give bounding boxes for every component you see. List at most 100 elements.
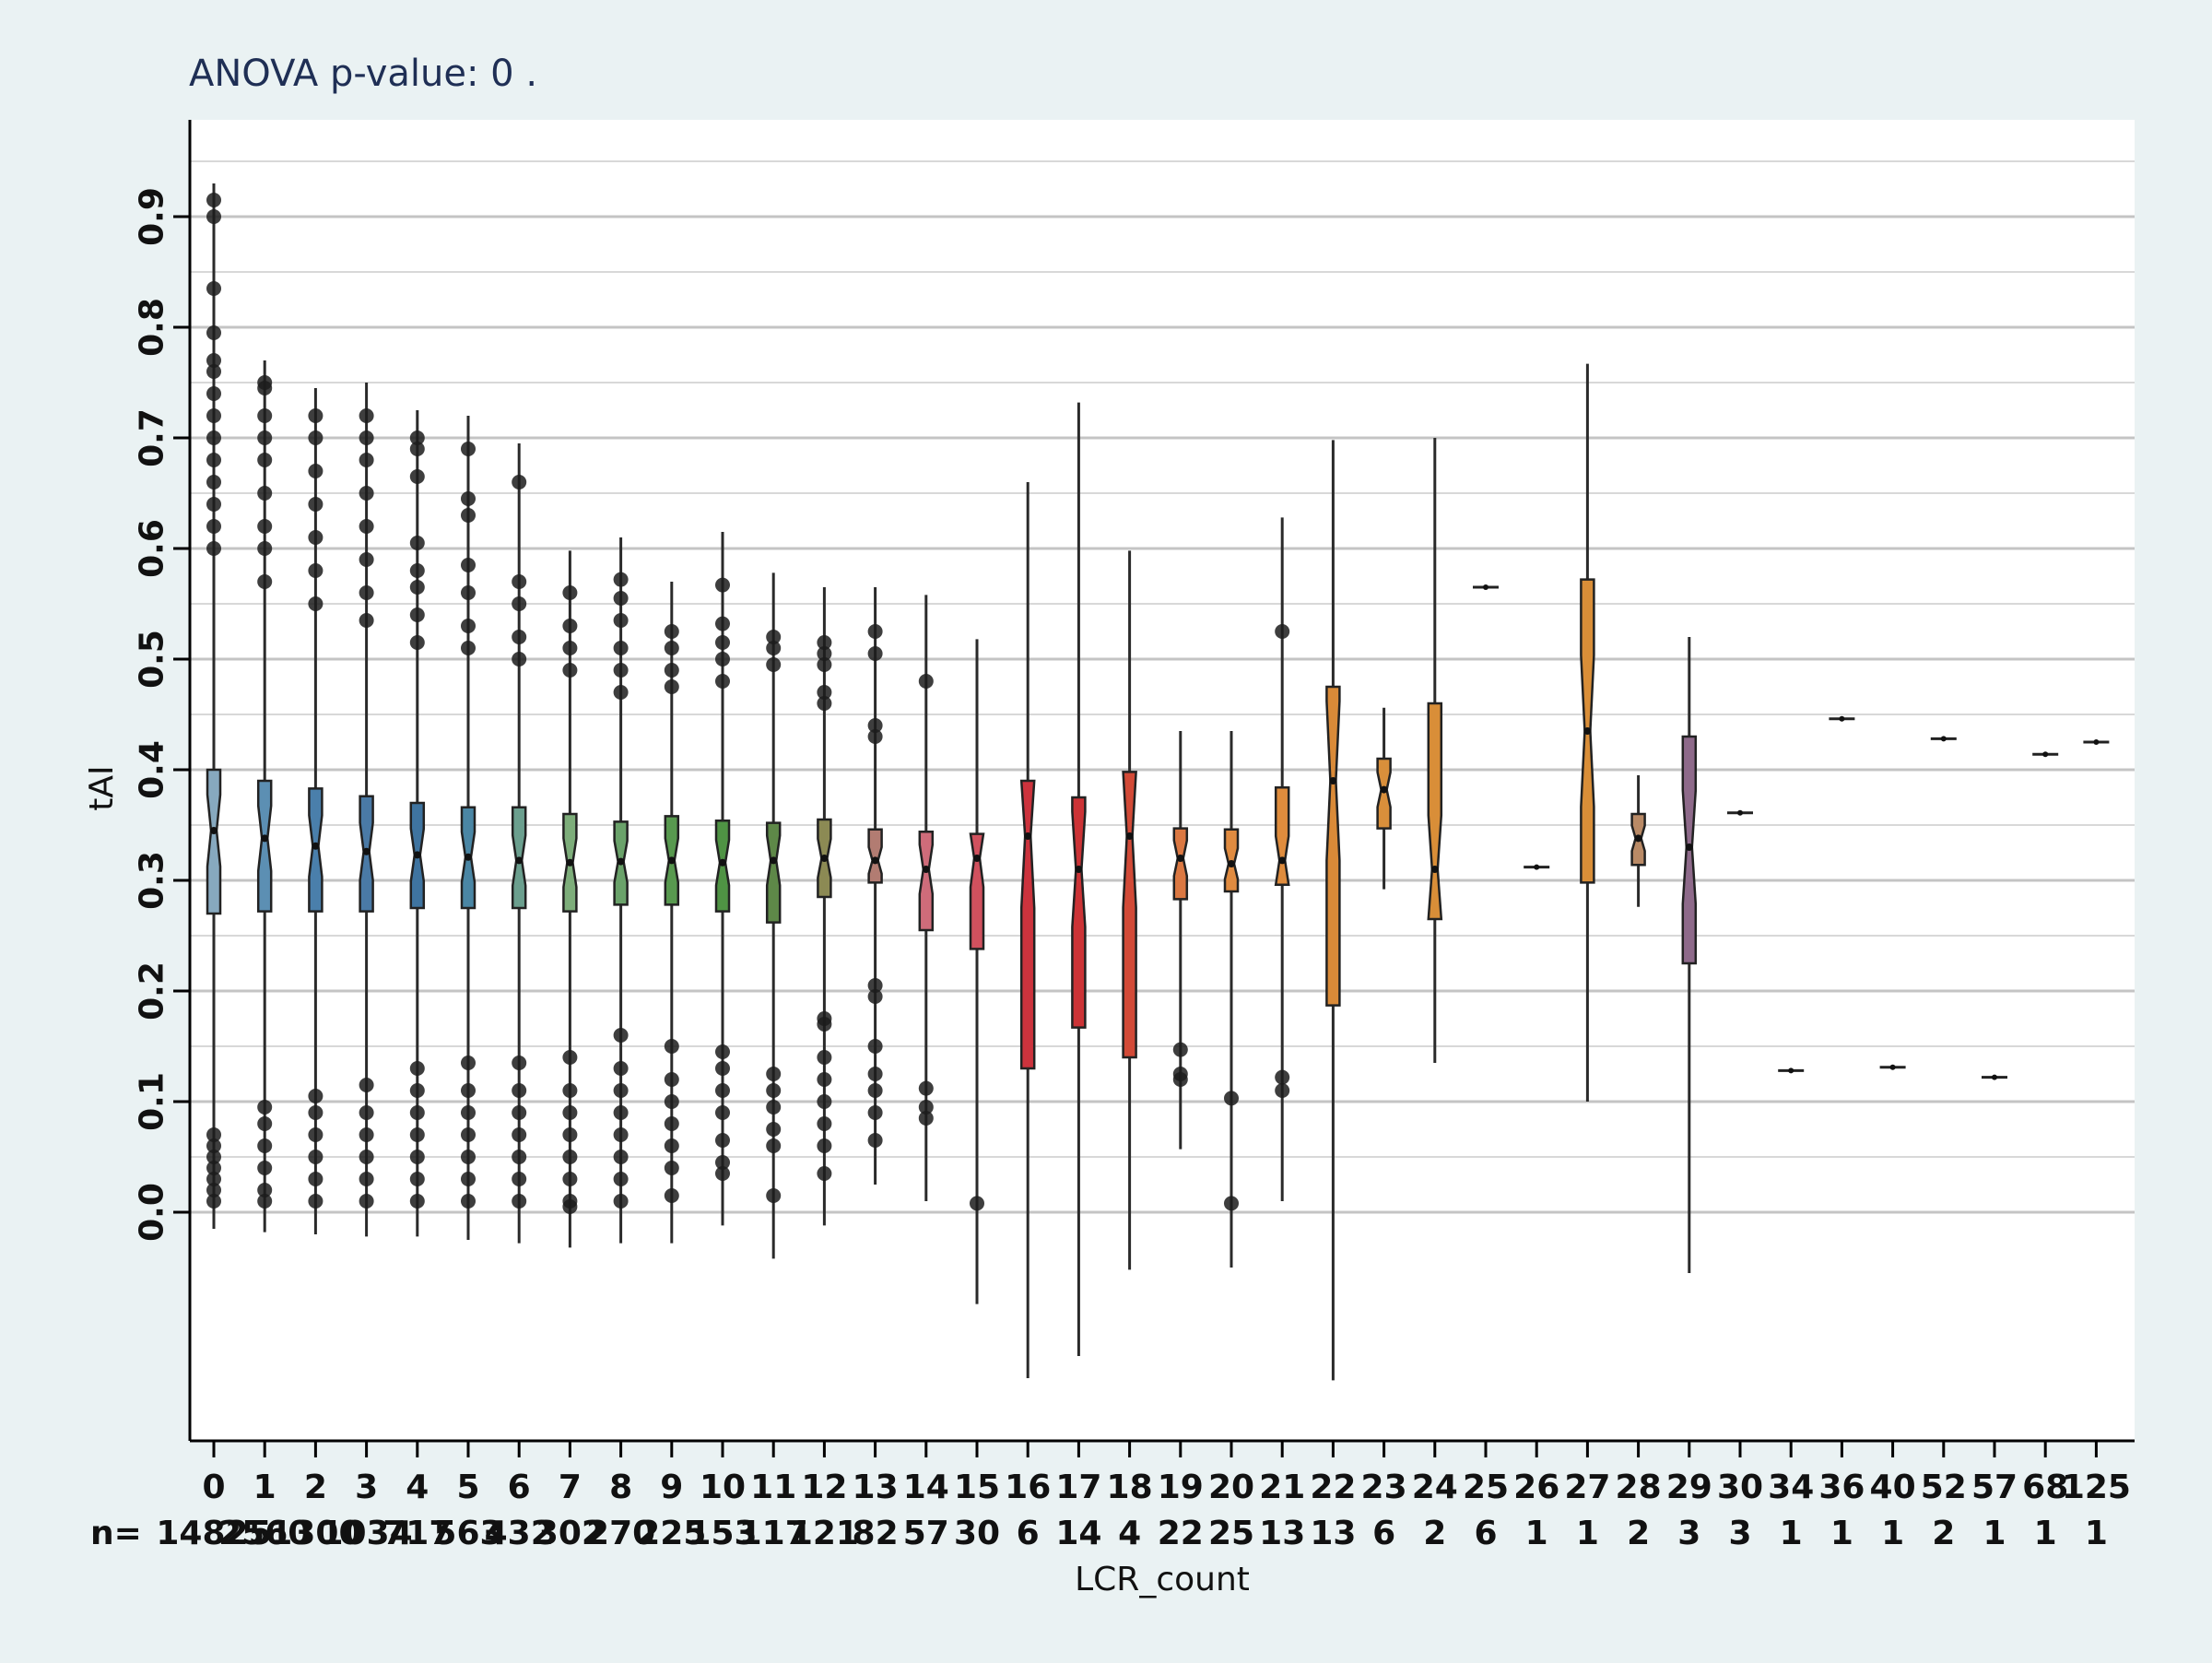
outlier-point <box>206 497 221 512</box>
outlier-point <box>562 1105 578 1120</box>
x-tick-label: 17 <box>1055 1468 1101 1506</box>
x-tick-label: 29 <box>1666 1468 1712 1506</box>
box-group-1 <box>256 360 273 1233</box>
outlier-point <box>359 585 374 600</box>
plot-area <box>190 120 2135 1440</box>
box <box>1019 779 1036 1070</box>
outlier-point <box>206 353 221 368</box>
outlier-point <box>867 1067 883 1081</box>
outlier-point <box>409 430 425 445</box>
x-tick-label: 9 <box>660 1468 683 1506</box>
outlier-point <box>461 558 476 572</box>
outlier-point <box>461 1194 476 1209</box>
outlier-point <box>817 1116 832 1131</box>
outlier-point <box>1275 1069 1290 1085</box>
median-marker <box>667 856 676 865</box>
outlier-point <box>409 580 425 595</box>
outlier-point <box>715 1061 730 1076</box>
outlier-point <box>461 1083 476 1098</box>
outlier-point <box>257 1138 273 1153</box>
outlier-point <box>206 209 221 224</box>
outlier-point <box>257 1100 273 1115</box>
chart-title: ANOVA p-value: 0 . <box>189 53 537 95</box>
box <box>918 830 935 932</box>
outlier-point <box>766 1083 782 1098</box>
outlier-point <box>359 1194 374 1209</box>
y-tick-label: 0.3 <box>134 851 171 910</box>
outlier-point <box>817 1050 832 1065</box>
outlier-point <box>766 1188 782 1203</box>
outlier-point <box>206 281 221 296</box>
outlier-point <box>562 585 578 600</box>
x-tick-label: 23 <box>1361 1468 1407 1506</box>
outlier-point <box>664 1161 679 1175</box>
outlier-point <box>664 1094 679 1109</box>
outlier-point <box>613 1150 629 1164</box>
outlier-point <box>409 469 425 484</box>
x-tick-label: 6 <box>508 1468 531 1506</box>
outlier-point <box>867 978 883 993</box>
box-group-25 <box>1473 584 1499 590</box>
outlier-point <box>257 541 273 556</box>
outlier-point <box>817 1138 832 1153</box>
outlier-point <box>206 541 221 556</box>
box <box>308 787 324 913</box>
outlier-point <box>1224 1091 1239 1106</box>
x-tick-label: 28 <box>1616 1468 1662 1506</box>
outlier-point <box>512 574 527 589</box>
outlier-point <box>409 1083 425 1098</box>
outlier-point <box>257 375 273 390</box>
n-count-label: 563 <box>433 1515 502 1552</box>
n-count-label: 1 <box>1525 1515 1548 1552</box>
median-marker <box>1889 1064 1896 1070</box>
outlier-point <box>766 630 782 644</box>
box-group-20 <box>1223 731 1240 1268</box>
n-count-label: 4 <box>1118 1515 1141 1552</box>
outlier-point <box>562 1194 578 1209</box>
box <box>1122 771 1137 1059</box>
n-count-label: 6 <box>1474 1515 1497 1552</box>
x-tick-label: 14 <box>903 1468 949 1506</box>
outlier-point <box>461 1150 476 1164</box>
outlier-point <box>308 1172 324 1186</box>
outlier-point <box>918 1080 934 1096</box>
box-group-28 <box>1630 775 1646 907</box>
box <box>1172 827 1189 901</box>
median-marker <box>820 855 829 862</box>
median-marker <box>719 858 726 867</box>
outlier-point <box>206 1161 221 1175</box>
median-marker <box>1737 809 1743 816</box>
x-tick-label: 34 <box>1768 1468 1814 1506</box>
outlier-point <box>359 519 374 534</box>
median-marker <box>1839 715 1845 722</box>
outlier-point <box>817 1011 832 1026</box>
outlier-point <box>308 464 324 478</box>
n-count-label: 270 <box>586 1515 655 1552</box>
outlier-point <box>715 635 730 650</box>
box-group-27 <box>1580 363 1595 1102</box>
outlier-point <box>409 1194 425 1209</box>
median-marker <box>413 851 421 859</box>
outlier-point <box>461 491 476 506</box>
median-marker <box>922 866 930 873</box>
outlier-point <box>308 408 324 423</box>
outlier-point <box>512 1127 527 1142</box>
box-group-12 <box>817 587 832 1226</box>
median-marker <box>1940 736 1947 742</box>
box-group-9 <box>664 582 680 1244</box>
outlier-point <box>206 386 221 401</box>
n-count-label: 121 <box>790 1515 859 1552</box>
outlier-point <box>257 1161 273 1175</box>
median-marker <box>261 834 269 843</box>
outlier-point <box>766 657 782 672</box>
y-tick-label: 0.8 <box>134 298 171 357</box>
median-marker <box>2042 751 2049 758</box>
median-marker <box>1176 855 1184 862</box>
box-group-23 <box>1376 707 1392 890</box>
outlier-point <box>562 1050 578 1065</box>
outlier-point <box>512 1105 527 1120</box>
outlier-point <box>664 1039 679 1054</box>
median-marker <box>1329 777 1337 784</box>
x-tick-label: 11 <box>750 1468 796 1506</box>
